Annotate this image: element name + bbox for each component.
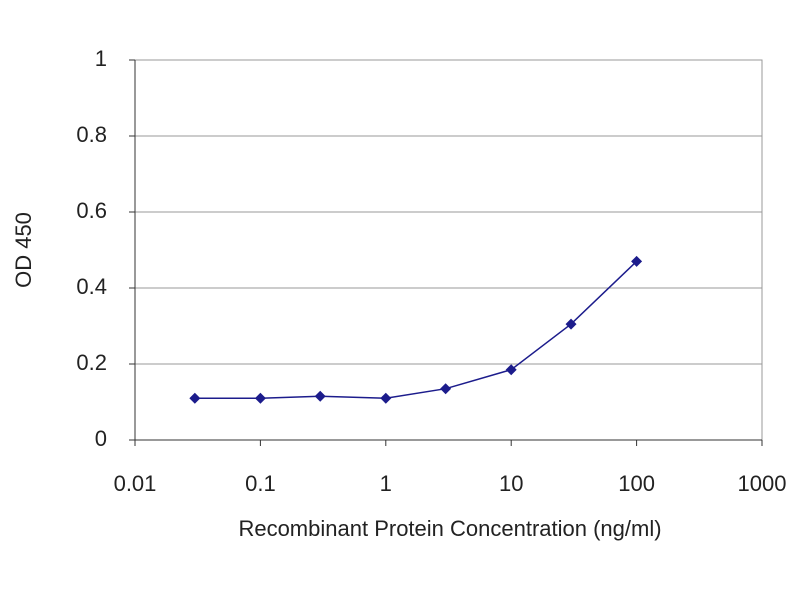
data-point	[254, 392, 266, 404]
x-tick-label: 100	[618, 471, 655, 496]
x-tick-label: 0.1	[245, 471, 276, 496]
x-axis-label: Recombinant Protein Concentration (ng/ml…	[238, 516, 661, 541]
plot-area	[134, 59, 763, 441]
data-point	[440, 383, 452, 395]
y-tick-label: 1	[95, 46, 107, 71]
y-tick-label: 0.4	[76, 274, 107, 299]
data-point	[314, 390, 326, 402]
x-tick-label: 10	[499, 471, 523, 496]
data-point	[189, 392, 201, 404]
data-point	[505, 364, 517, 376]
x-tick-label: 1000	[738, 471, 787, 496]
y-axis-label: OD 450	[11, 212, 36, 288]
y-tick-label: 0.8	[76, 122, 107, 147]
data-point	[565, 318, 577, 330]
x-tick-label: 1	[380, 471, 392, 496]
y-tick-label: 0.6	[76, 198, 107, 223]
y-tick-label: 0.2	[76, 350, 107, 375]
data-point	[380, 392, 392, 404]
x-tick-label: 0.01	[114, 471, 157, 496]
series-line	[194, 260, 638, 399]
y-tick-label: 0	[95, 426, 107, 451]
data-point	[631, 255, 643, 267]
